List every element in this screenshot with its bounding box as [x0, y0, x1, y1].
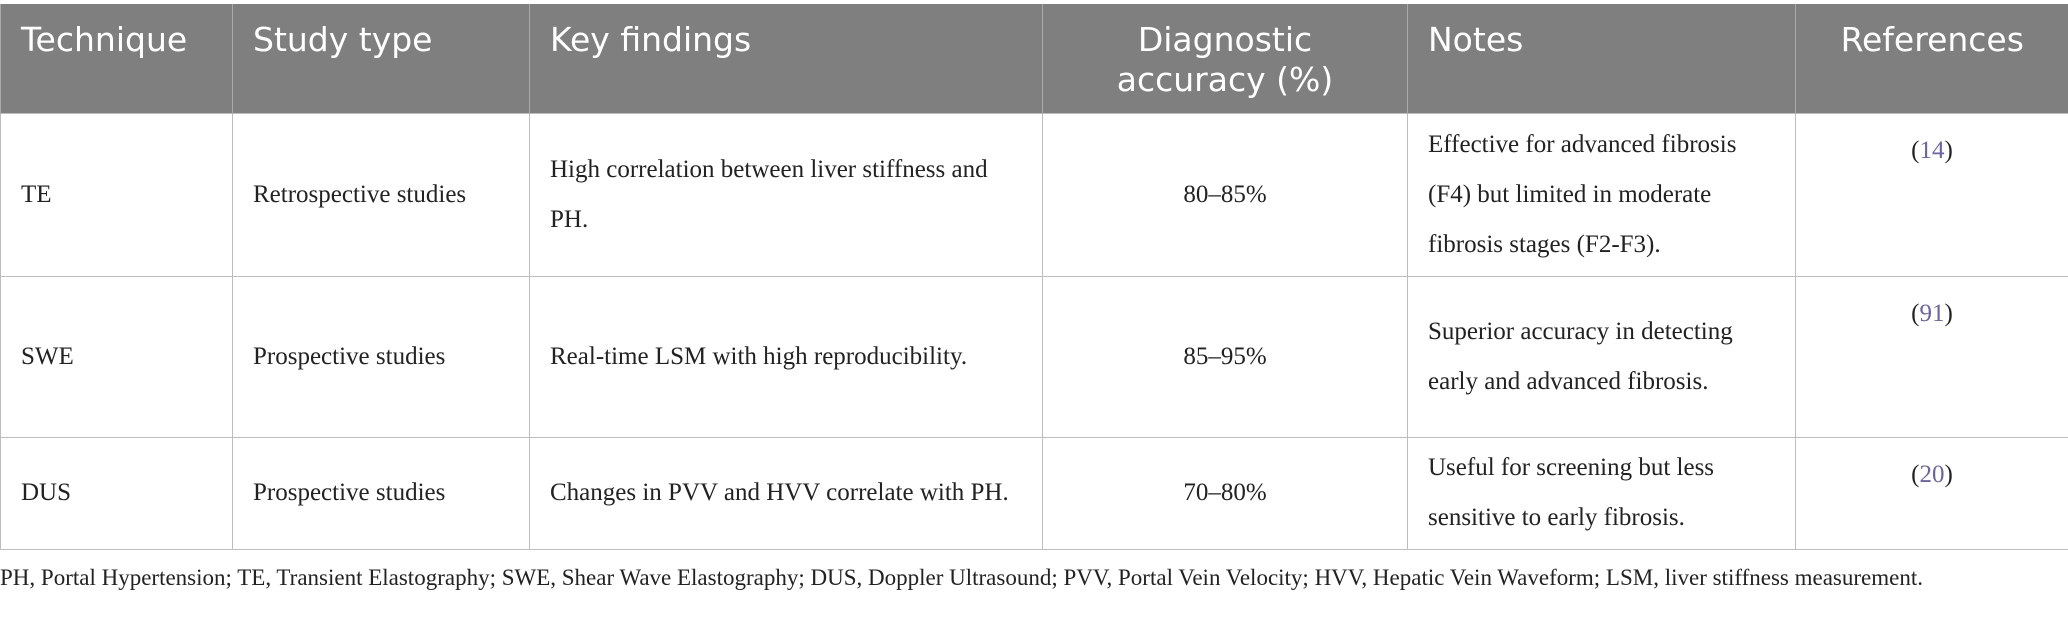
- table-cell: High correlation between liver stiffness…: [529, 112, 1043, 277]
- table-cell: 80–85%: [1042, 112, 1408, 277]
- bracket: (: [1911, 299, 1920, 327]
- table-row: DUS Prospective studies Changes in PVV and…: [0, 436, 2068, 550]
- reference-cell: (14): [1795, 112, 2068, 277]
- header-cell: Notes: [1407, 4, 1796, 113]
- table-cell: Superior accuracy in detecting early and…: [1407, 275, 1796, 438]
- table-cell: DUS: [0, 436, 233, 550]
- bracket: ): [1944, 460, 1953, 488]
- bracket: ): [1944, 136, 1953, 164]
- bracket: ): [1944, 299, 1953, 327]
- header-cell: References: [1795, 4, 2068, 113]
- bracket: (: [1911, 460, 1920, 488]
- data-table: Technique Study type Key findings Diagnosti…: [0, 4, 2068, 550]
- table-cell: 85–95%: [1042, 275, 1408, 438]
- table-cell: Real-time LSM with high reproducibility.: [529, 275, 1043, 438]
- reference-link[interactable]: 91: [1919, 299, 1945, 327]
- table-cell: Retrospective studies: [232, 112, 530, 277]
- header-cell: Key findings: [529, 4, 1043, 113]
- table-cell: TE: [0, 112, 233, 277]
- header-cell: Study type: [232, 4, 530, 113]
- table-cell: Effective for advanced fibrosis (F4) but…: [1407, 112, 1796, 277]
- reference-link[interactable]: 14: [1919, 136, 1945, 164]
- header-cell: Technique: [0, 4, 233, 113]
- table-cell: Prospective studies: [232, 275, 530, 438]
- table-cell: SWE: [0, 275, 233, 438]
- reference-link[interactable]: 20: [1919, 460, 1945, 488]
- table-cell: 70–80%: [1042, 436, 1408, 550]
- table-row: TE Retrospective studies High correlation …: [0, 112, 2068, 277]
- reference-cell: (91): [1795, 275, 2068, 438]
- table-cell: Useful for screening but less sensitive …: [1407, 436, 1796, 550]
- table-row: SWE Prospective studies Real-time LSM with…: [0, 275, 2068, 438]
- bracket: (: [1911, 136, 1920, 164]
- reference-cell: (20): [1795, 436, 2068, 550]
- header-cell: Diagnostic accuracy (%): [1042, 4, 1408, 113]
- footnote: PH, Portal Hypertension; TE, Transient E…: [0, 565, 1923, 590]
- header-row: Technique Study type Key findings Diagnosti…: [0, 4, 2068, 113]
- table-cell: Changes in PVV and HVV correlate with PH…: [529, 436, 1043, 550]
- table-cell: Prospective studies: [232, 436, 530, 550]
